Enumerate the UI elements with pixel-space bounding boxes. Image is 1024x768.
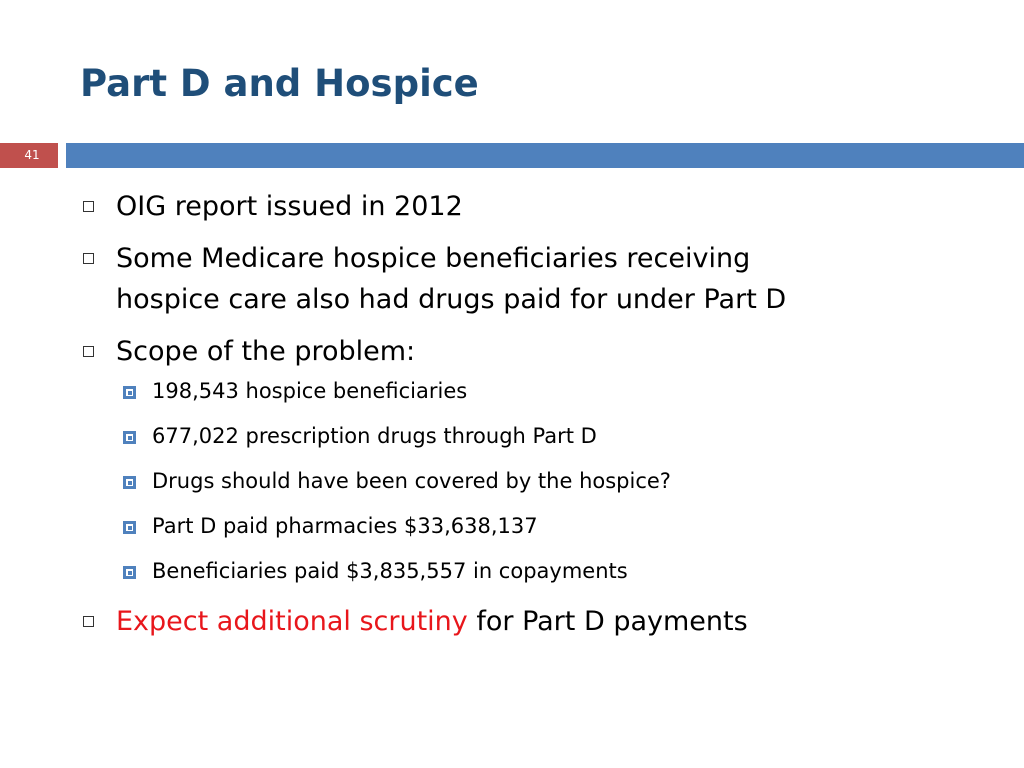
filled-square-bullet-icon <box>123 521 136 534</box>
sub-bullet-item: 198,543 hospice beneficiaries <box>80 376 980 407</box>
sub-bullet-text: 677,022 prescription drugs through Part … <box>152 424 597 448</box>
header-band <box>66 143 1024 168</box>
bullet-text-line-1: Some Medicare hospice beneficiaries rece… <box>116 243 751 274</box>
sub-bullet-item: Beneficiaries paid $3,835,557 in copayme… <box>80 556 980 587</box>
bullet-text: Scope of the problem: <box>116 336 416 367</box>
slide-title: Part D and Hospice <box>80 62 479 105</box>
bullet-text: for Part D payments <box>467 606 748 637</box>
hollow-square-icon <box>83 253 94 264</box>
bullet-item: Expect additional scrutiny for Part D pa… <box>80 601 980 642</box>
hollow-square-icon <box>83 201 94 212</box>
sub-bullet-text: 198,543 hospice beneficiaries <box>152 379 468 403</box>
page-number-badge: 41 <box>0 143 58 168</box>
filled-square-bullet-icon <box>123 431 136 444</box>
sub-bullet-text: Drugs should have been covered by the ho… <box>152 469 671 493</box>
slide-content: OIG report issued in 2012 Some Medicare … <box>80 186 980 653</box>
bullet-item: Scope of the problem: <box>80 331 980 372</box>
bullet-text-line-2: hospice care also had drugs paid for und… <box>116 284 787 315</box>
sub-bullet-item: 677,022 prescription drugs through Part … <box>80 421 980 452</box>
bullet-text: OIG report issued in 2012 <box>116 191 463 222</box>
sub-bullet-text: Part D paid pharmacies $33,638,137 <box>152 514 538 538</box>
sub-bullet-item: Drugs should have been covered by the ho… <box>80 466 980 497</box>
hollow-square-icon <box>83 616 94 627</box>
sub-bullet-text: Beneficiaries paid $3,835,557 in copayme… <box>152 559 628 583</box>
sub-bullet-item: Part D paid pharmacies $33,638,137 <box>80 511 980 542</box>
filled-square-bullet-icon <box>123 566 136 579</box>
bullet-item: OIG report issued in 2012 <box>80 186 980 227</box>
filled-square-bullet-icon <box>123 386 136 399</box>
bullet-accent-text: Expect additional scrutiny <box>116 606 468 637</box>
hollow-square-icon <box>83 346 94 357</box>
bullet-item: Some Medicare hospice beneficiaries rece… <box>80 238 980 320</box>
filled-square-bullet-icon <box>123 476 136 489</box>
